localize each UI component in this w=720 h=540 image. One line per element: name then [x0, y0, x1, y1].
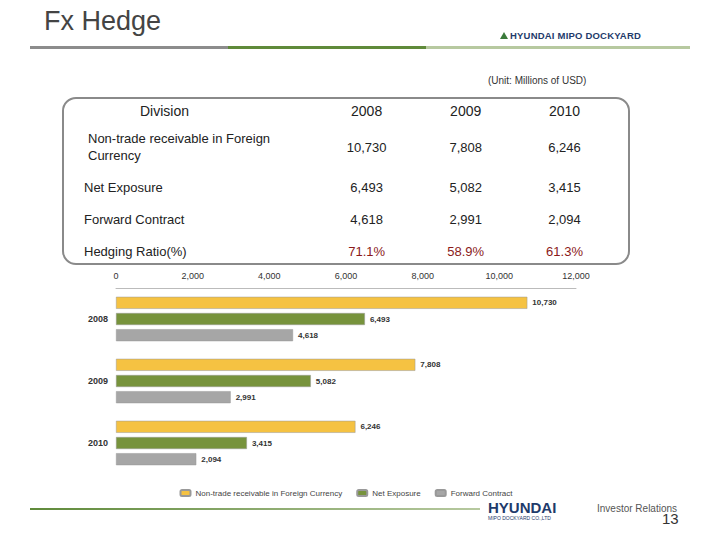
- svg-text:2,991: 2,991: [236, 393, 257, 402]
- html-text:13: 13: [662, 510, 679, 527]
- html-text:2010: 2010: [549, 103, 581, 119]
- html-text:Fx Hedge: Fx Hedge: [44, 6, 162, 36]
- html-text:4,618: 4,618: [350, 211, 383, 227]
- html-text:5,082: 5,082: [449, 179, 482, 195]
- svg-text:2,094: 2,094: [201, 455, 222, 464]
- html-text:7,808: 7,808: [449, 139, 482, 155]
- svg-text:12,000: 12,000: [562, 271, 590, 281]
- html-text:6,493: 6,493: [350, 179, 383, 195]
- html-text:Forward Contract: Forward Contract: [84, 211, 185, 227]
- html-text:3,415: 3,415: [548, 179, 581, 195]
- html-text:Net Exposure: Net Exposure: [84, 179, 163, 195]
- svg-text:Forward Contract: Forward Contract: [451, 489, 514, 498]
- svg-text:4,618: 4,618: [298, 331, 319, 340]
- html-text:HYUNDAI: HYUNDAI: [488, 499, 557, 516]
- html-text:61.3%: 61.3%: [546, 243, 583, 259]
- html-text:Hedging Ratio(%): Hedging Ratio(%): [84, 243, 187, 259]
- html-text:Investor Relations: Investor Relations: [597, 503, 677, 514]
- svg-text:0: 0: [113, 271, 118, 281]
- svg-text:Net Exposure: Net Exposure: [372, 489, 421, 498]
- html-text:2008: 2008: [351, 103, 383, 119]
- html-text:MIPO DOCKYARD CO.,LTD: MIPO DOCKYARD CO.,LTD: [488, 515, 551, 521]
- svg-text:6,246: 6,246: [360, 422, 381, 431]
- svg-text:2,000: 2,000: [181, 271, 204, 281]
- html-text:Non-trade receivable in Foreig: Non-trade receivable in Foreign Currency: [88, 131, 271, 163]
- html-text:10,730: 10,730: [346, 139, 387, 155]
- html-text:6,246: 6,246: [548, 139, 581, 155]
- svg-text:5,082: 5,082: [316, 377, 337, 386]
- svg-text:8,000: 8,000: [411, 271, 434, 281]
- svg-text:6,493: 6,493: [370, 315, 391, 324]
- svg-text:7,808: 7,808: [420, 360, 441, 369]
- html-text:71.1%: 71.1%: [348, 243, 386, 259]
- svg-text:2009: 2009: [88, 376, 108, 386]
- html-text:2,094: 2,094: [548, 211, 581, 227]
- html-text:2,991: 2,991: [449, 211, 482, 227]
- svg-text:6,000: 6,000: [335, 271, 358, 281]
- svg-text:4,000: 4,000: [258, 271, 281, 281]
- svg-text:10,000: 10,000: [486, 271, 514, 281]
- svg-text:3,415: 3,415: [252, 439, 273, 448]
- svg-text:Non-trade receivable in Foreig: Non-trade receivable in Foreign Currency: [196, 489, 343, 498]
- svg-text:2010: 2010: [88, 438, 108, 448]
- svg-text:2008: 2008: [88, 314, 108, 324]
- html-text:HYUNDAI MIPO DOCKYARD: HYUNDAI MIPO DOCKYARD: [510, 30, 642, 41]
- svg-text:10,730: 10,730: [532, 298, 557, 307]
- html-text:2009: 2009: [450, 103, 482, 119]
- html-text:58.9%: 58.9%: [447, 243, 485, 259]
- html-text:(Unit: Millions of USD): (Unit: Millions of USD): [488, 75, 587, 86]
- html-text:Division: Division: [140, 103, 189, 119]
